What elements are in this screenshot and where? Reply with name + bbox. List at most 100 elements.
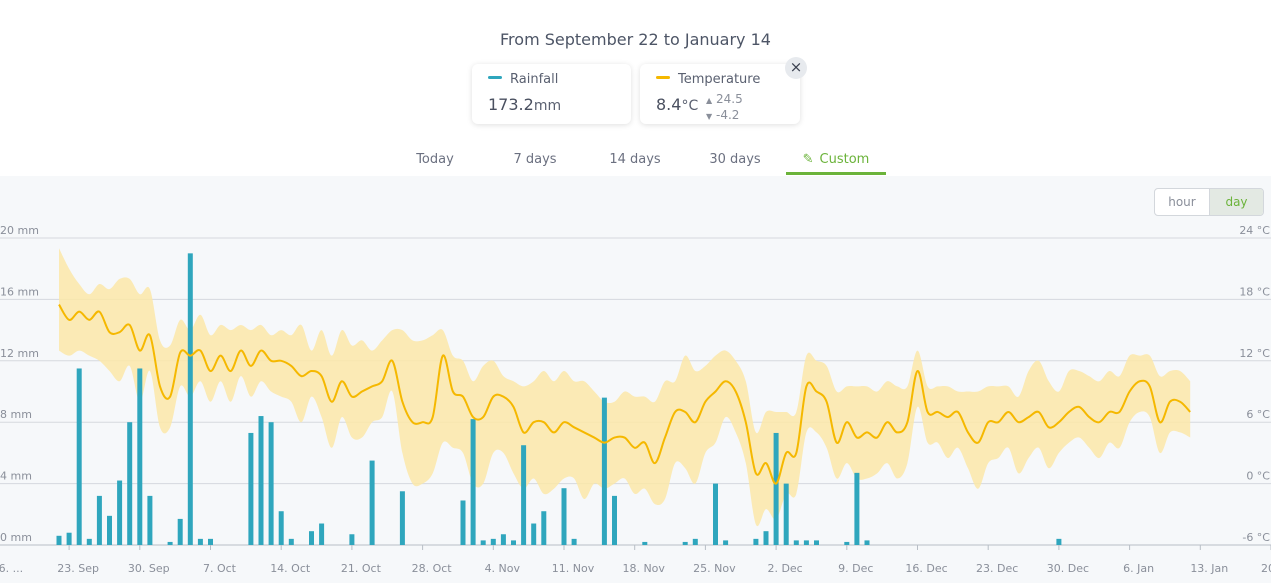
rainfall-bar — [601, 397, 607, 545]
rainfall-bar — [682, 541, 688, 545]
temperature-max: 24.5 — [716, 92, 743, 106]
rainfall-bar — [763, 531, 769, 545]
temperature-value-row: 8.4°C — [656, 95, 698, 114]
rainfall-bar — [854, 472, 860, 545]
toggle-hour[interactable]: hour — [1168, 195, 1196, 209]
tab-custom[interactable]: ✎ Custom — [786, 145, 886, 175]
rainfall-bar — [561, 488, 567, 545]
x-tick-label: 7. Oct — [203, 562, 237, 575]
tab-today[interactable]: Today — [416, 152, 454, 167]
tab-14-days[interactable]: 14 days — [609, 152, 661, 167]
x-tick-label: 23. Sep — [57, 562, 99, 575]
rainfall-bar — [571, 538, 577, 545]
rainfall-bar — [642, 541, 648, 545]
rainfall-bar — [541, 511, 547, 545]
pencil-icon: ✎ — [802, 152, 814, 167]
rainfall-bar — [773, 432, 779, 545]
x-tick-label: 30. Sep — [128, 562, 170, 575]
y-right-tick-label: 6 °C — [1246, 408, 1270, 421]
x-tick-label: 6. Jan — [1123, 562, 1154, 575]
temperature-summary-card[interactable]: Temperature 8.4°C ▲ 24.5 ▼ -4.2 — [640, 64, 800, 124]
rainfall-bar — [803, 540, 809, 545]
x-tick-label: 16. Dec — [905, 562, 947, 575]
granularity-toggle: hour day — [1154, 188, 1264, 216]
rainfall-bar — [248, 432, 254, 545]
y-left-tick-label: 20 mm — [0, 224, 39, 237]
rainfall-bar — [864, 540, 870, 545]
rainfall-bar — [793, 540, 799, 545]
min-arrow-icon: ▼ — [706, 112, 713, 121]
y-left-tick-label: 12 mm — [0, 347, 39, 360]
x-tick-label: 23. Dec — [976, 562, 1018, 575]
rainfall-bar — [147, 495, 153, 545]
rainfall-bar — [713, 483, 718, 545]
rainfall-bar — [692, 538, 698, 545]
rainfall-bar — [783, 483, 789, 545]
rainfall-bar — [187, 253, 193, 545]
y-left-tick-label: 8 mm — [0, 408, 32, 421]
rainfall-bar — [117, 480, 123, 545]
rainfall-legend-swatch — [488, 76, 502, 79]
rainfall-bar — [460, 500, 466, 545]
rainfall-bar — [319, 523, 325, 545]
x-tick-label: 14. Oct — [270, 562, 311, 575]
close-icon[interactable]: × — [785, 57, 807, 79]
page-title: From September 22 to January 14 — [500, 30, 771, 49]
temperature-legend-swatch — [656, 76, 670, 79]
x-tick-label: 13. Jan — [1190, 562, 1228, 575]
temperature-label: Temperature — [678, 72, 761, 87]
temperature-range-band — [59, 248, 1191, 527]
max-arrow-icon: ▲ — [706, 96, 713, 105]
rainfall-bar — [127, 422, 133, 545]
y-right-tick-label: 0 °C — [1246, 470, 1270, 483]
rainfall-bar — [349, 534, 355, 545]
rainfall-value: 173.2 — [488, 95, 534, 114]
rainfall-unit: mm — [533, 98, 562, 114]
rainfall-bar — [258, 416, 264, 545]
tab-30-days[interactable]: 30 days — [709, 152, 761, 167]
rainfall-label: Rainfall — [510, 72, 559, 87]
rainfall-bar — [268, 422, 274, 545]
y-right-tick-label: 24 °C — [1239, 224, 1270, 237]
rainfall-bar — [278, 511, 284, 545]
rainfall-bar — [531, 523, 537, 545]
x-tick-label: 18. Nov — [622, 562, 665, 575]
x-tick-label: 4. Nov — [485, 562, 521, 575]
rainfall-bar — [480, 540, 486, 545]
period-tabs: Today 7 days 14 days 30 days ✎ Custom — [0, 145, 1271, 177]
rainfall-bar — [56, 535, 62, 545]
temperature-label-row: Temperature — [656, 72, 760, 87]
rainfall-bar — [511, 540, 516, 545]
x-tick-label: 21. Oct — [341, 562, 382, 575]
rainfall-bar — [753, 538, 759, 545]
x-tick-label: 11. Nov — [552, 562, 595, 575]
rainfall-bar — [500, 534, 506, 545]
toggle-day[interactable]: day — [1208, 189, 1263, 215]
rainfall-bar — [369, 460, 375, 545]
weather-chart: 0 mm -6 °C 4 mm 0 °C 8 mm 6 °C 12 mm 12 °C 16 mm… — [0, 224, 1271, 575]
rainfall-bar — [66, 532, 72, 545]
rainfall-bar — [399, 491, 405, 545]
rainfall-bar — [612, 495, 617, 545]
y-left-tick-label: 16 mm — [0, 285, 39, 298]
rainfall-summary-card[interactable]: Rainfall 173.2mm — [472, 64, 631, 124]
x-tick-label: 30. Dec — [1047, 562, 1089, 575]
rainfall-bar — [844, 541, 850, 545]
y-right-tick-label: -6 °C — [1242, 531, 1270, 544]
temperature-unit: °C — [681, 98, 699, 114]
rainfall-bar — [309, 531, 314, 545]
rainfall-bar — [814, 540, 819, 545]
y-left-tick-label: 4 mm — [0, 470, 32, 483]
rainfall-bar — [521, 445, 527, 545]
rainfall-bar — [167, 541, 173, 545]
rainfall-value-row: 173.2mm — [488, 95, 561, 114]
rainfall-bar — [197, 538, 203, 545]
rainfall-bar — [177, 518, 183, 545]
tab-7-days[interactable]: 7 days — [513, 152, 557, 167]
rainfall-bar — [208, 538, 213, 545]
tab-custom-label: Custom — [819, 152, 870, 167]
temperature-value: 8.4 — [656, 95, 682, 114]
rainfall-bar — [107, 515, 112, 545]
x-tick-label: 2. Dec — [767, 562, 802, 575]
x-tick-label: 28. Oct — [412, 562, 453, 575]
